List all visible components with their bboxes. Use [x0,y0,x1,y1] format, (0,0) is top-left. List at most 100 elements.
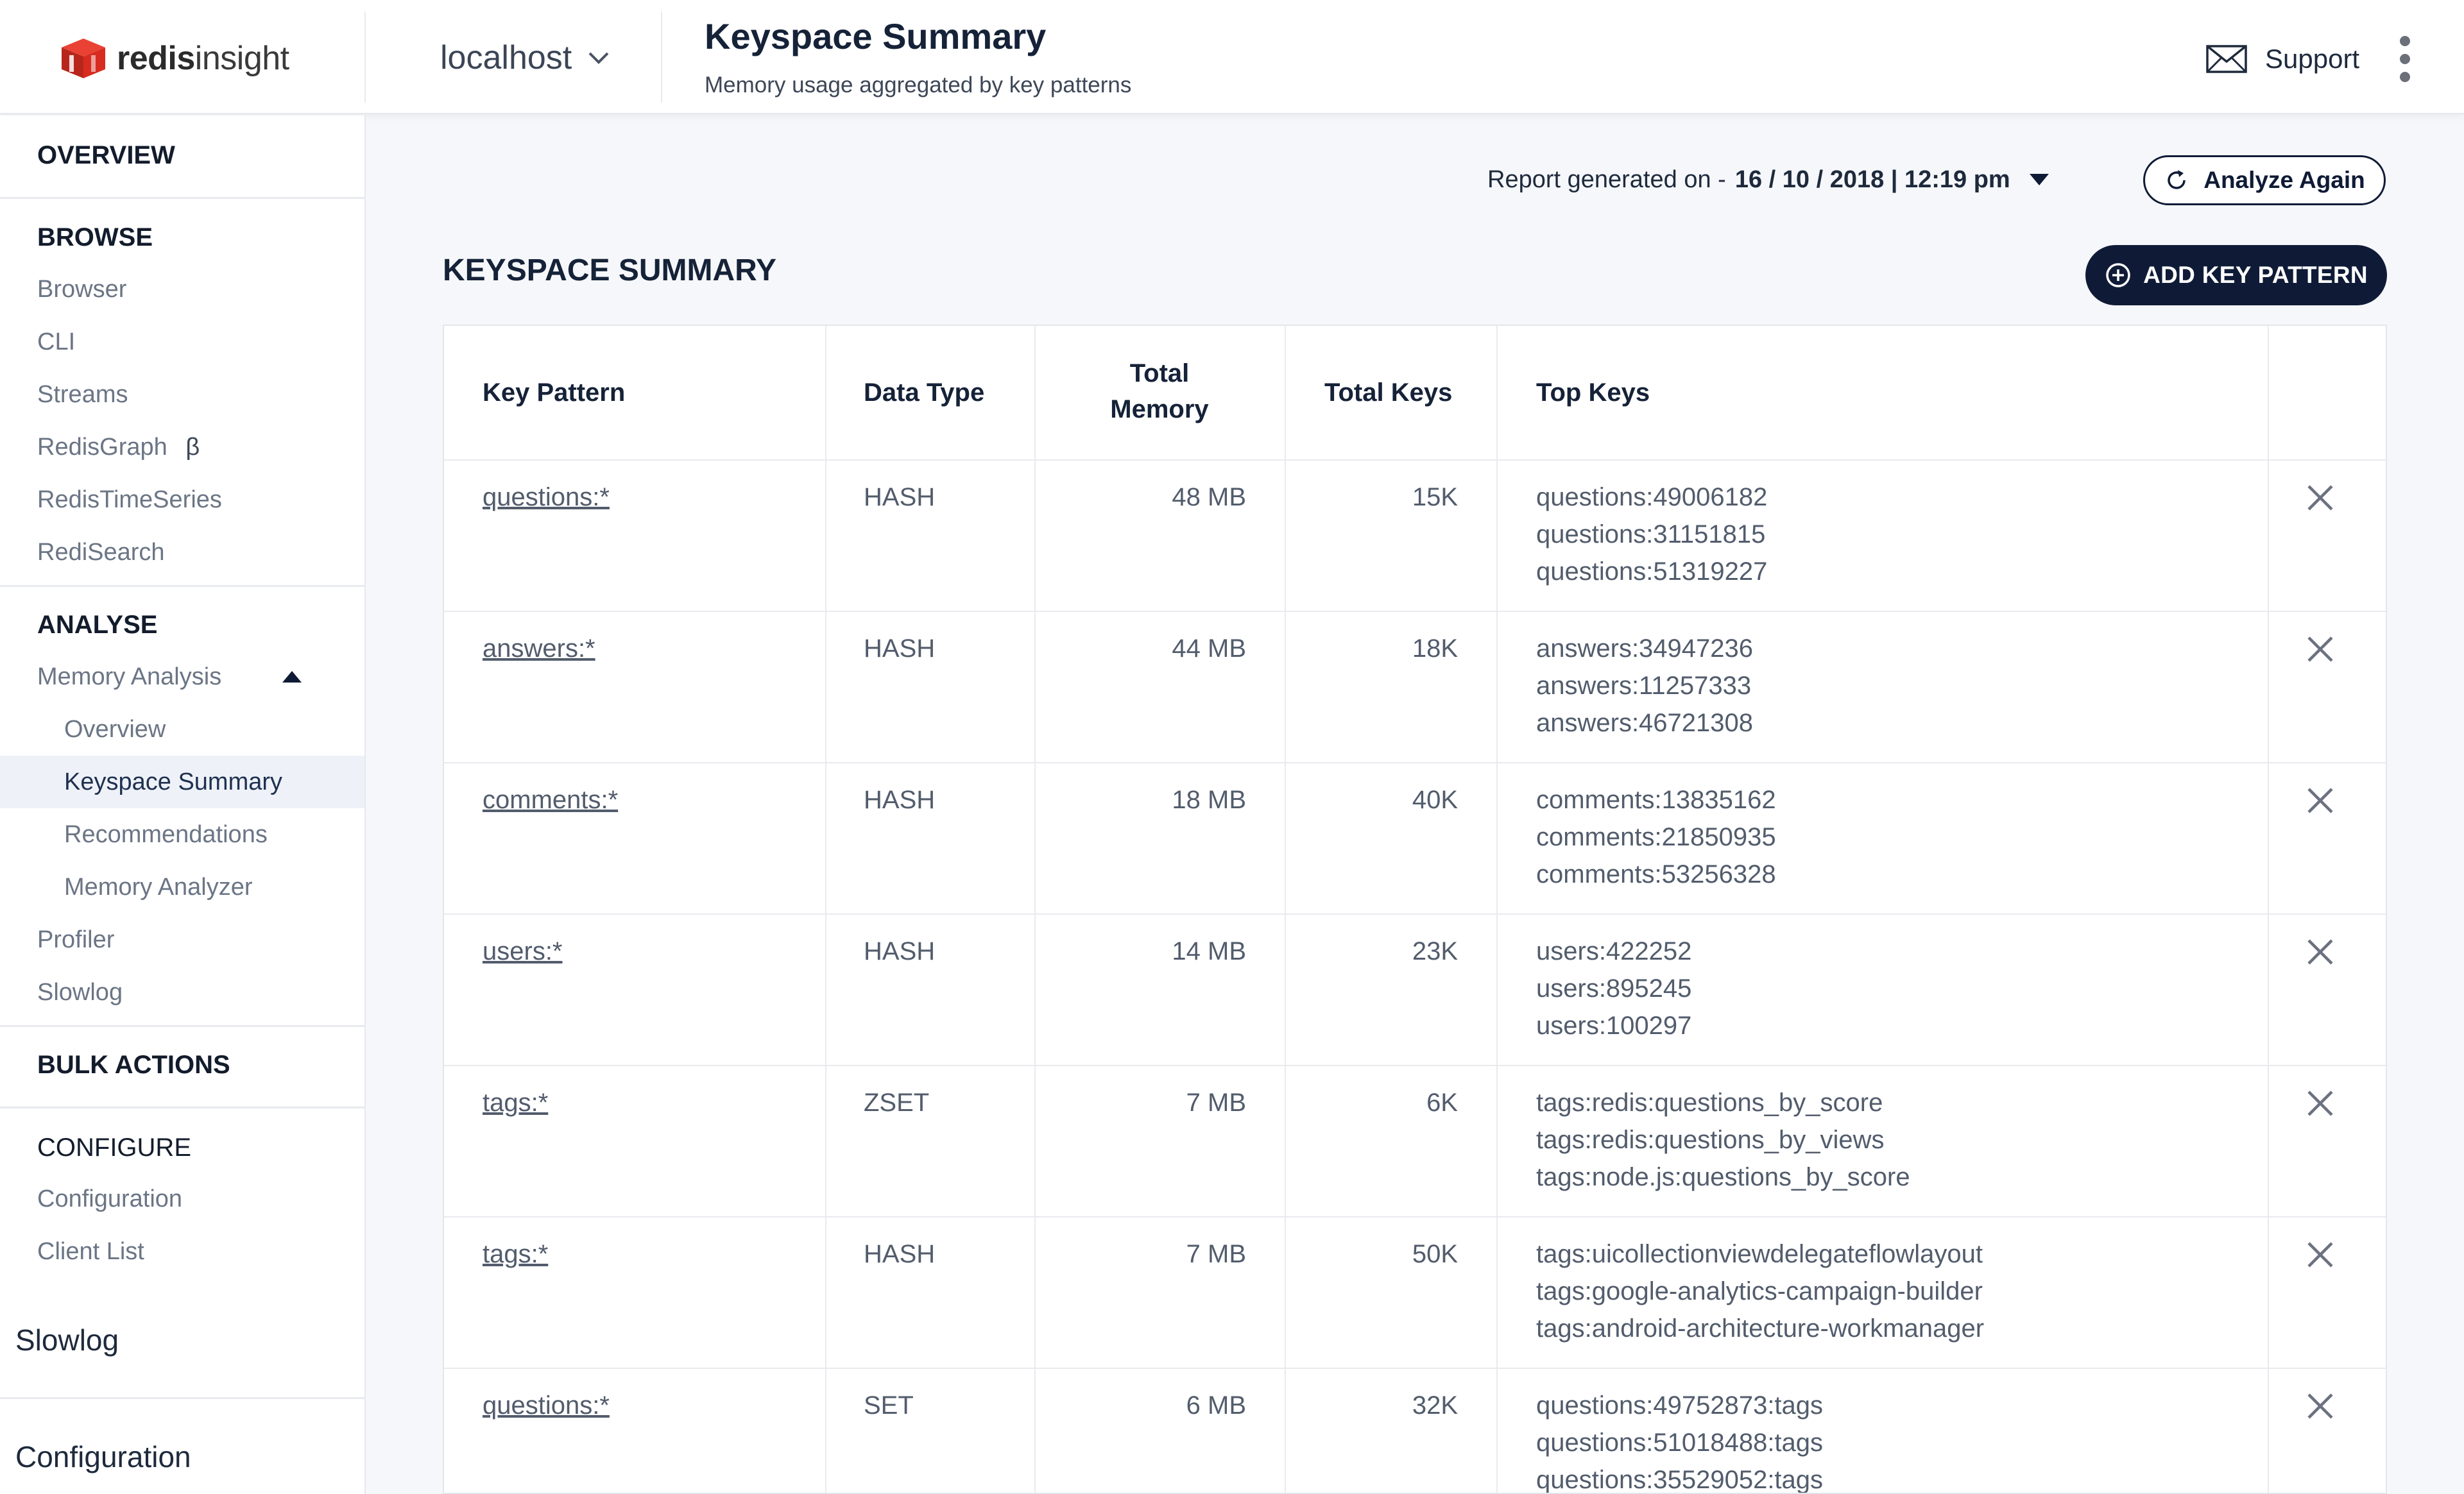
chevron-down-icon [588,52,609,64]
sidebar-divider [0,1397,364,1399]
sidebar-subitem-overview[interactable]: Overview [64,716,166,743]
analyze-again-button[interactable]: Analyze Again [2143,155,2386,205]
kebab-menu-icon[interactable] [2392,36,2418,82]
close-icon[interactable] [2305,1239,2336,1270]
key-pattern-link[interactable]: users:* [483,937,563,965]
total-memory-cell: 7 MB [1186,1240,1246,1268]
top-key[interactable]: answers:46721308 [1536,709,1754,737]
top-keys-cell: users:422252 users:895245 users:100297 [1536,933,1691,1044]
close-icon[interactable] [2305,785,2336,816]
column-header-total-memory[interactable]: Total Memory [1034,355,1285,427]
top-key[interactable]: tags:node.js:questions_by_score [1536,1163,1910,1191]
column-header-total-keys[interactable]: Total Keys [1324,378,1453,407]
close-icon[interactable] [2305,1391,2336,1422]
close-icon[interactable] [2305,937,2336,967]
top-key[interactable]: comments:13835162 [1536,786,1776,814]
report-date: 16 / 10 / 2018 | 12:19 pm [1734,166,2010,193]
table-header-row: Key Pattern Data Type Total Memory Total… [444,326,2386,461]
table-row: comments:* HASH 18 MB 40K comments:13835… [444,763,2386,915]
top-key[interactable]: questions:51319227 [1536,557,1768,586]
close-icon[interactable] [2305,1088,2336,1119]
top-key[interactable]: answers:34947236 [1536,634,1754,663]
close-icon[interactable] [2305,482,2336,513]
top-keys-cell: tags:redis:questions_by_score tags:redis:… [1536,1084,1910,1196]
total-memory-cell: 7 MB [1186,1089,1246,1117]
add-key-pattern-button[interactable]: ADD KEY PATTERN [2085,245,2387,305]
sidebar-item-configuration[interactable]: Configuration [37,1185,183,1212]
caret-down-icon[interactable] [2029,174,2049,185]
top-key[interactable]: comments:53256328 [1536,860,1776,888]
key-pattern-link[interactable]: questions:* [483,1391,610,1420]
top-key[interactable]: questions:51018488:tags [1536,1429,1824,1457]
top-key[interactable]: answers:11257333 [1536,672,1752,700]
sidebar-item-memory-analysis[interactable]: Memory Analysis [37,663,222,690]
top-key[interactable]: users:895245 [1536,974,1692,1003]
sidebar-subitem-memory-analyzer[interactable]: Memory Analyzer [64,874,253,901]
sidebar-section-analyse: ANALYSE [37,611,158,639]
database-selector[interactable]: localhost [440,37,612,78]
top-keys-cell: tags:uicollectionviewdelegateflowlayout t… [1536,1235,1984,1347]
sidebar-item-browser[interactable]: Browser [37,276,127,303]
key-pattern-link[interactable]: questions:* [483,483,610,511]
column-divider [1496,326,1498,1493]
top-key[interactable]: tags:android-architecture-workmanager [1536,1314,1985,1343]
data-type-cell: HASH [864,634,936,663]
sidebar-extra-slowlog[interactable]: Slowlog [15,1323,119,1357]
sidebar-overview[interactable]: OVERVIEW [37,141,175,169]
sidebar-item-label: RedisGraph [37,434,167,461]
key-pattern-link[interactable]: tags:* [483,1240,549,1268]
sidebar-section-bulk-actions[interactable]: BULK ACTIONS [37,1051,230,1079]
sidebar-item-streams[interactable]: Streams [37,381,128,408]
top-key[interactable]: questions:35529052:tags [1536,1466,1824,1494]
sidebar-divider [0,585,364,587]
top-keys-cell: questions:49752873:tags questions:5101848… [1536,1387,1824,1494]
key-pattern-cell: tags:* [483,1235,548,1273]
total-keys-cell: 18K [1412,634,1458,663]
top-key[interactable]: users:422252 [1536,937,1692,965]
key-pattern-cell: questions:* [483,479,610,516]
top-key[interactable]: questions:49752873:tags [1536,1391,1824,1420]
data-type-cell: HASH [864,483,936,511]
top-key[interactable]: tags:redis:questions_by_views [1536,1126,1885,1154]
top-key[interactable]: tags:uicollectionviewdelegateflowlayout [1536,1240,1983,1268]
top-key[interactable]: questions:49006182 [1536,483,1768,511]
key-pattern-link[interactable]: comments:* [483,786,619,814]
key-pattern-link[interactable]: tags:* [483,1089,549,1117]
close-icon[interactable] [2305,634,2336,665]
sidebar-item-profiler[interactable]: Profiler [37,926,115,953]
key-pattern-link[interactable]: answers:* [483,634,595,663]
key-pattern-cell: answers:* [483,630,595,667]
sidebar-item-client-list[interactable]: Client List [37,1238,144,1265]
redisinsight-logo[interactable]: redisinsight [59,33,289,83]
data-type-cell: HASH [864,786,936,814]
caret-up-icon[interactable] [282,671,302,683]
top-key[interactable]: questions:31151815 [1536,520,1766,548]
top-keys-cell: answers:34947236 answers:11257333 answers:… [1536,630,1753,742]
sidebar-subitem-keyspace-summary[interactable]: Keyspace Summary [64,768,283,795]
column-header-top-keys[interactable]: Top Keys [1536,378,1650,407]
column-divider [825,326,826,1493]
sidebar-item-redisgraph[interactable]: RedisGraph β [37,434,200,461]
column-header-key-pattern[interactable]: Key Pattern [483,378,626,407]
top-key[interactable]: comments:21850935 [1536,823,1776,851]
refresh-icon [2168,170,2186,189]
column-header-data-type[interactable]: Data Type [864,378,985,407]
data-type-cell: ZSET [864,1089,930,1117]
sidebar-item-cli[interactable]: CLI [37,328,76,355]
top-keys-cell: questions:49006182 questions:31151815 ques… [1536,479,1767,590]
sidebar-extra-configuration[interactable]: Configuration [15,1440,191,1473]
support-link[interactable]: Support [2206,38,2359,80]
top-key[interactable]: users:100297 [1536,1012,1692,1040]
sidebar-item-redistimeseries[interactable]: RedisTimeSeries [37,486,222,513]
redis-logo-icon [62,38,105,78]
support-label: Support [2265,44,2360,74]
header-divider [661,12,662,103]
sidebar-subitem-recommendations[interactable]: Recommendations [64,821,268,848]
sidebar-item-redisearch[interactable]: RediSearch [37,539,165,566]
table-row: tags:* HASH 7 MB 50K tags:uicollectionvi… [444,1218,2386,1369]
sidebar-item-slowlog[interactable]: Slowlog [37,979,123,1006]
top-key[interactable]: tags:google-analytics-campaign-builder [1536,1277,1983,1305]
report-prefix: Report generated on - [1487,166,1726,193]
top-key[interactable]: tags:redis:questions_by_score [1536,1089,1883,1117]
total-memory-cell: 48 MB [1172,483,1246,511]
